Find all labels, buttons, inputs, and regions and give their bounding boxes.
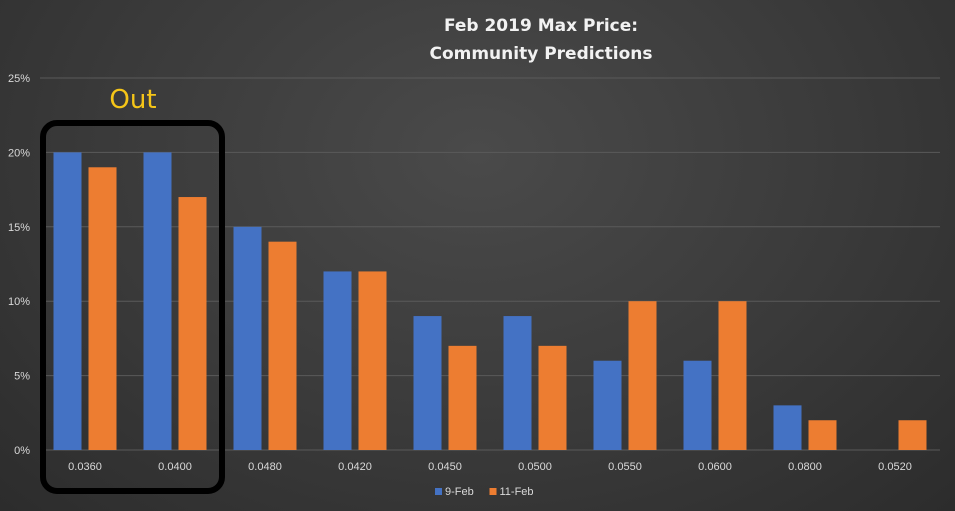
y-tick-label: 20% (8, 147, 30, 159)
bar-9-feb-0.0400 (143, 152, 172, 450)
bar-9-feb-0.0800 (773, 405, 802, 450)
legend: 9-Feb 11-Feb (435, 486, 534, 498)
bar-11-feb-0.0480 (268, 241, 297, 450)
legend-label: 11-Feb (500, 486, 534, 498)
bars (53, 152, 927, 450)
x-tick-label: 0.0500 (518, 461, 552, 473)
bar-9-feb-0.0360 (53, 152, 82, 450)
gridlines (40, 77, 940, 451)
y-tick-label: 0% (14, 445, 30, 457)
x-tick-label: 0.0360 (68, 461, 102, 473)
legend-swatch (435, 488, 442, 495)
x-tick-label: 0.0450 (428, 461, 462, 473)
bar-11-feb-0.0420 (358, 271, 387, 450)
x-tick-label: 0.0400 (158, 461, 192, 473)
bar-9-feb-0.0420 (323, 271, 352, 450)
bar-9-feb-0.0450 (413, 316, 442, 450)
bar-11-feb-0.0500 (538, 345, 567, 450)
bar-11-feb-0.0360 (88, 167, 117, 450)
chart-subtitle: Community Predictions (429, 44, 652, 64)
bar-11-feb-0.0600 (718, 301, 747, 450)
y-tick-label: 5% (14, 371, 30, 383)
x-tick-label: 0.0550 (608, 461, 642, 473)
bar-11-feb-0.0450 (448, 345, 477, 450)
y-tick-label: 25% (8, 73, 30, 85)
y-tick-label: 10% (8, 296, 30, 308)
x-tick-label: 0.0520 (878, 461, 912, 473)
chart-title: Feb 2019 Max Price: (444, 16, 638, 36)
x-axis: 0.0360 0.0400 0.0480 0.0420 0.0450 0.0500 0.05… (68, 461, 912, 473)
bar-11-feb-0.0520 (898, 420, 927, 450)
bar-9-feb-0.0550 (593, 360, 622, 450)
bar-9-feb-0.0500 (503, 316, 532, 450)
y-axis: 0% 5% 10% 15% 20% 25% (8, 73, 30, 457)
bar-9-feb-0.0600 (683, 360, 712, 450)
out-highlight-box (40, 120, 225, 494)
x-tick-label: 0.0800 (788, 461, 822, 473)
legend-label: 9-Feb (445, 486, 474, 498)
legend-swatch (489, 488, 497, 495)
x-tick-label: 0.0480 (248, 461, 282, 473)
x-tick-label: 0.0420 (338, 461, 372, 473)
x-tick-label: 0.0600 (698, 461, 732, 473)
y-tick-label: 15% (8, 222, 30, 234)
bar-11-feb-0.0800 (808, 420, 837, 450)
bar-9-feb-0.0480 (233, 226, 262, 450)
bar-11-feb-0.0400 (178, 197, 207, 450)
out-annotation-label: Out (109, 85, 156, 115)
bar-11-feb-0.0550 (628, 301, 657, 450)
